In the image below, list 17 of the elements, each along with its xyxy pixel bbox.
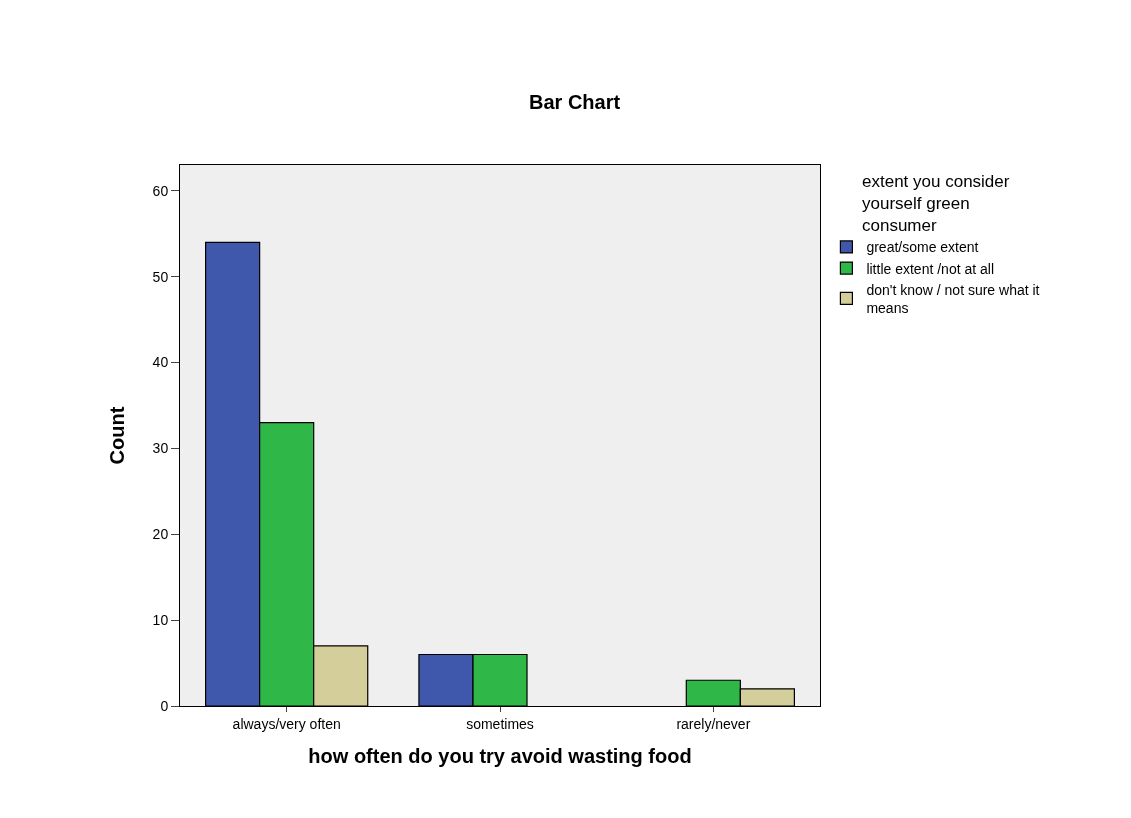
y-tick-label: 30: [152, 440, 169, 457]
legend-label: great/some extent: [866, 239, 979, 256]
y-tick-label: 60: [152, 182, 169, 199]
x-tick-label: rarely/never: [676, 715, 751, 732]
legend-label: don't know / not sure what it means: [866, 281, 1040, 316]
y-tick-label: 20: [152, 526, 169, 543]
x-tick-label: sometimes: [466, 715, 534, 732]
y-tick-label: 0: [160, 697, 169, 714]
y-tick-label: 40: [152, 354, 169, 371]
x-tick-label: always/very often: [232, 715, 341, 732]
chart-title: Bar Chart: [528, 91, 621, 114]
y-tick-label: 10: [152, 612, 169, 629]
x-axis-title: how often do you try avoid wasting food: [308, 745, 692, 768]
y-axis-title: Count: [106, 406, 129, 465]
y-tick-label: 50: [152, 268, 169, 285]
legend-label: little extent /not at all: [866, 260, 995, 277]
legend-title: extent you consider yourself green consumer: [862, 172, 1010, 236]
